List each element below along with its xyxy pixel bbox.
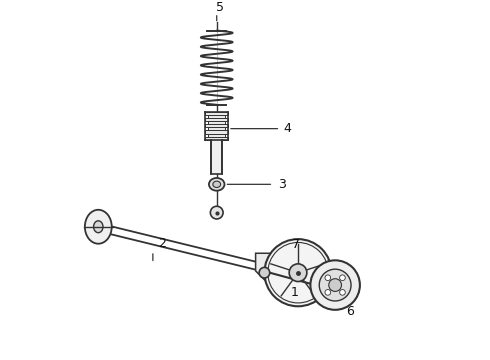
Circle shape: [289, 264, 307, 282]
Ellipse shape: [94, 221, 103, 233]
Circle shape: [265, 239, 332, 306]
Circle shape: [310, 260, 360, 310]
Text: 3: 3: [278, 178, 286, 191]
Circle shape: [325, 289, 331, 295]
Bar: [208, 127, 225, 130]
Text: 6: 6: [346, 305, 354, 318]
Bar: [205, 130, 228, 134]
Polygon shape: [256, 253, 280, 282]
Text: 5: 5: [216, 1, 224, 14]
Circle shape: [325, 275, 331, 280]
Text: 7: 7: [293, 238, 300, 251]
Bar: [208, 134, 225, 136]
Circle shape: [319, 269, 351, 301]
Bar: [205, 118, 228, 121]
Circle shape: [210, 206, 223, 219]
Text: 1: 1: [291, 285, 298, 299]
Ellipse shape: [85, 210, 112, 244]
Bar: [205, 124, 228, 127]
Text: 4: 4: [284, 122, 292, 135]
Circle shape: [340, 289, 345, 295]
Bar: [205, 136, 228, 140]
Circle shape: [340, 275, 345, 280]
Bar: [208, 121, 225, 124]
Ellipse shape: [209, 178, 224, 191]
Bar: [205, 112, 228, 115]
Bar: [208, 115, 225, 118]
Circle shape: [329, 279, 342, 292]
Circle shape: [259, 267, 270, 278]
Ellipse shape: [213, 181, 220, 188]
Text: 2: 2: [158, 238, 166, 251]
Bar: [211, 140, 222, 174]
